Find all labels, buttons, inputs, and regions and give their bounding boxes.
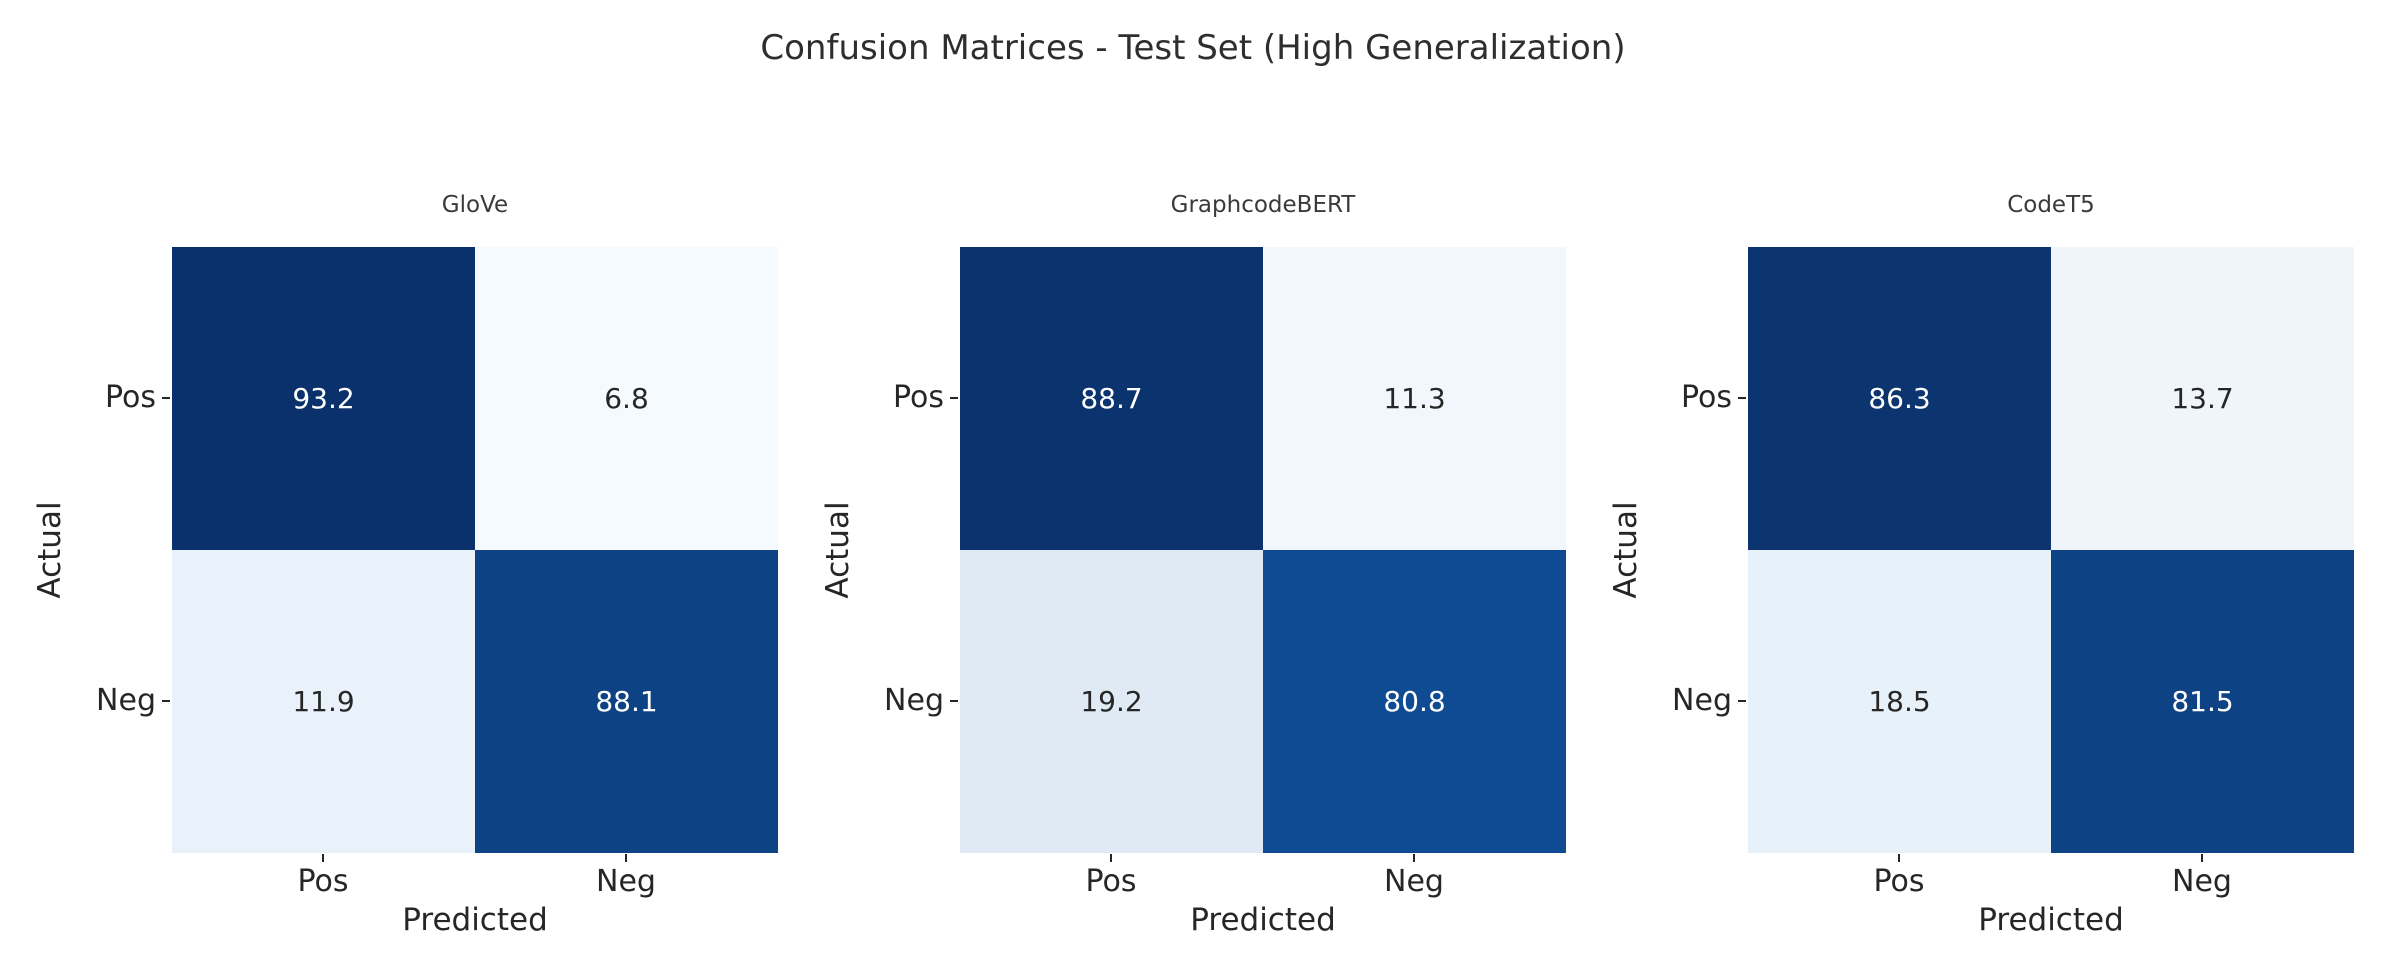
x-tick-label-neg: Neg [1384,864,1444,899]
x-tick-mark [625,854,627,862]
y-tick-mark [1738,700,1746,702]
x-tick-label-pos: Pos [1873,864,1925,899]
cell-actual-pos-pred-neg: 13.7 [2051,247,2354,550]
x-axis-label: Predicted [1190,902,1336,938]
subplot-title: GloVe [441,192,509,218]
y-tick-label-neg: Neg [1672,683,1732,718]
y-axis-label: Actual [1608,501,1644,599]
x-tick-mark [1110,854,1112,862]
y-tick-label-neg: Neg [96,683,156,718]
x-axis-label: Predicted [1978,902,2124,938]
cell-actual-pos-pred-neg: 6.8 [475,247,778,550]
cell-actual-neg-pred-neg: 81.5 [2051,550,2354,853]
y-tick-mark [950,397,958,399]
y-tick-label-pos: Pos [104,380,156,415]
y-tick-label-neg: Neg [884,683,944,718]
cell-actual-neg-pred-pos: 18.5 [1748,550,2051,853]
cell-actual-neg-pred-neg: 88.1 [475,550,778,853]
y-axis-label: Actual [32,501,68,599]
y-axis-label: Actual [820,501,856,599]
x-tick-mark [322,854,324,862]
heatmap: 88.7 11.3 19.2 80.8 [960,247,1566,853]
x-tick-label-pos: Pos [1085,864,1137,899]
cell-actual-pos-pred-pos: 86.3 [1748,247,2051,550]
x-tick-mark [1413,854,1415,862]
y-tick-mark [162,397,170,399]
x-axis-label: Predicted [402,902,548,938]
cell-actual-pos-pred-pos: 88.7 [960,247,1263,550]
x-tick-label-pos: Pos [297,864,349,899]
cell-actual-pos-pred-pos: 93.2 [172,247,475,550]
cell-actual-neg-pred-pos: 11.9 [172,550,475,853]
y-tick-mark [1738,397,1746,399]
x-tick-label-neg: Neg [2172,864,2232,899]
y-tick-mark [162,700,170,702]
y-tick-label-pos: Pos [1680,380,1732,415]
figure-title: Confusion Matrices - Test Set (High Gene… [760,28,1626,68]
subplot-title: GraphcodeBERT [1170,192,1356,218]
cell-actual-neg-pred-neg: 80.8 [1263,550,1566,853]
subplot-title: CodeT5 [2007,192,2095,218]
x-tick-mark [1898,854,1900,862]
y-tick-mark [950,700,958,702]
y-tick-label-pos: Pos [892,380,944,415]
heatmap: 86.3 13.7 18.5 81.5 [1748,247,2354,853]
heatmap: 93.2 6.8 11.9 88.1 [172,247,778,853]
cell-actual-neg-pred-pos: 19.2 [960,550,1263,853]
x-tick-label-neg: Neg [596,864,656,899]
x-tick-mark [2201,854,2203,862]
cell-actual-pos-pred-neg: 11.3 [1263,247,1566,550]
